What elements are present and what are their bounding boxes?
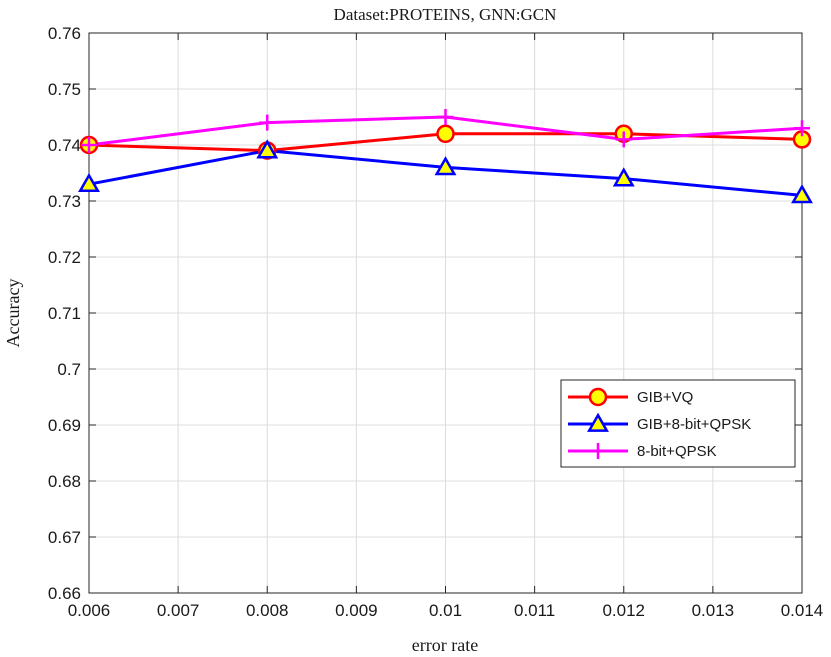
data-point [78,172,100,193]
legend-label: GIB+8-bit+QPSK [637,416,751,433]
legend-swatch-marker [588,387,608,407]
x-tick-label: 0.012 [602,601,645,620]
data-point [256,139,279,159]
chart-title: Dataset:PROTEINS, GNN:GCN [334,5,557,24]
data-point [81,137,97,153]
y-tick-label: 0.67 [48,528,81,547]
x-tick-label: 0.014 [781,601,824,620]
x-tick-label: 0.008 [246,601,289,620]
axis-ticks [88,32,803,594]
x-tick-label: 0.01 [429,601,462,620]
data-point [615,131,632,148]
y-tick-label: 0.68 [48,472,81,491]
y-tick-label: 0.72 [48,248,81,267]
data-point [612,167,635,187]
y-tick-label: 0.66 [48,584,81,603]
legend-entry: GIB+VQ [568,387,693,407]
y-tick-label: 0.69 [48,416,81,435]
data-point [437,109,454,125]
y-tick-label: 0.73 [48,192,81,211]
x-tick-label: 0.009 [335,601,378,620]
y-tick-label: 0.76 [48,24,81,43]
legend-entry: 8-bit+QPSK [568,443,717,460]
y-axis-label: Accuracy [3,279,23,348]
y-tick-labels: 0.66 0.67 0.68 0.69 0.7 0.71 0.72 0.73 0.74 0.75 0… [48,24,81,603]
legend-label: GIB+VQ [637,389,693,406]
legend-swatch-marker [590,443,606,459]
data-point [436,124,455,144]
y-tick-label: 0.75 [48,80,81,99]
x-tick-label: 0.013 [692,601,735,620]
data-point [794,120,810,137]
y-tick-label: 0.71 [48,304,81,323]
data-point [791,184,813,204]
x-tick-label: 0.007 [157,601,200,620]
x-axis-label: error rate [412,635,478,655]
x-tick-label: 0.011 [514,601,555,620]
x-tick-label: 0.006 [68,601,111,620]
legend-label: 8-bit+QPSK [637,443,717,460]
x-tick-labels: 0.006 0.007 0.008 0.009 0.01 0.011 0.012 0.013 0… [68,601,824,620]
y-tick-label: 0.7 [57,360,81,379]
legend-swatch-marker [587,412,609,432]
legend-entry: GIB+8-bit+QPSK [568,412,751,433]
series-markers-8-bit+QPSK [81,109,810,153]
data-point [259,114,276,131]
y-tick-label: 0.74 [48,136,81,155]
data-point [434,156,457,176]
legend: GIB+VQ GIB+8-bit+QPSK 8-bit+QPSK [560,379,796,468]
series-markers-GIB+8-bit+QPSK [78,139,813,204]
series-layer [78,109,813,204]
